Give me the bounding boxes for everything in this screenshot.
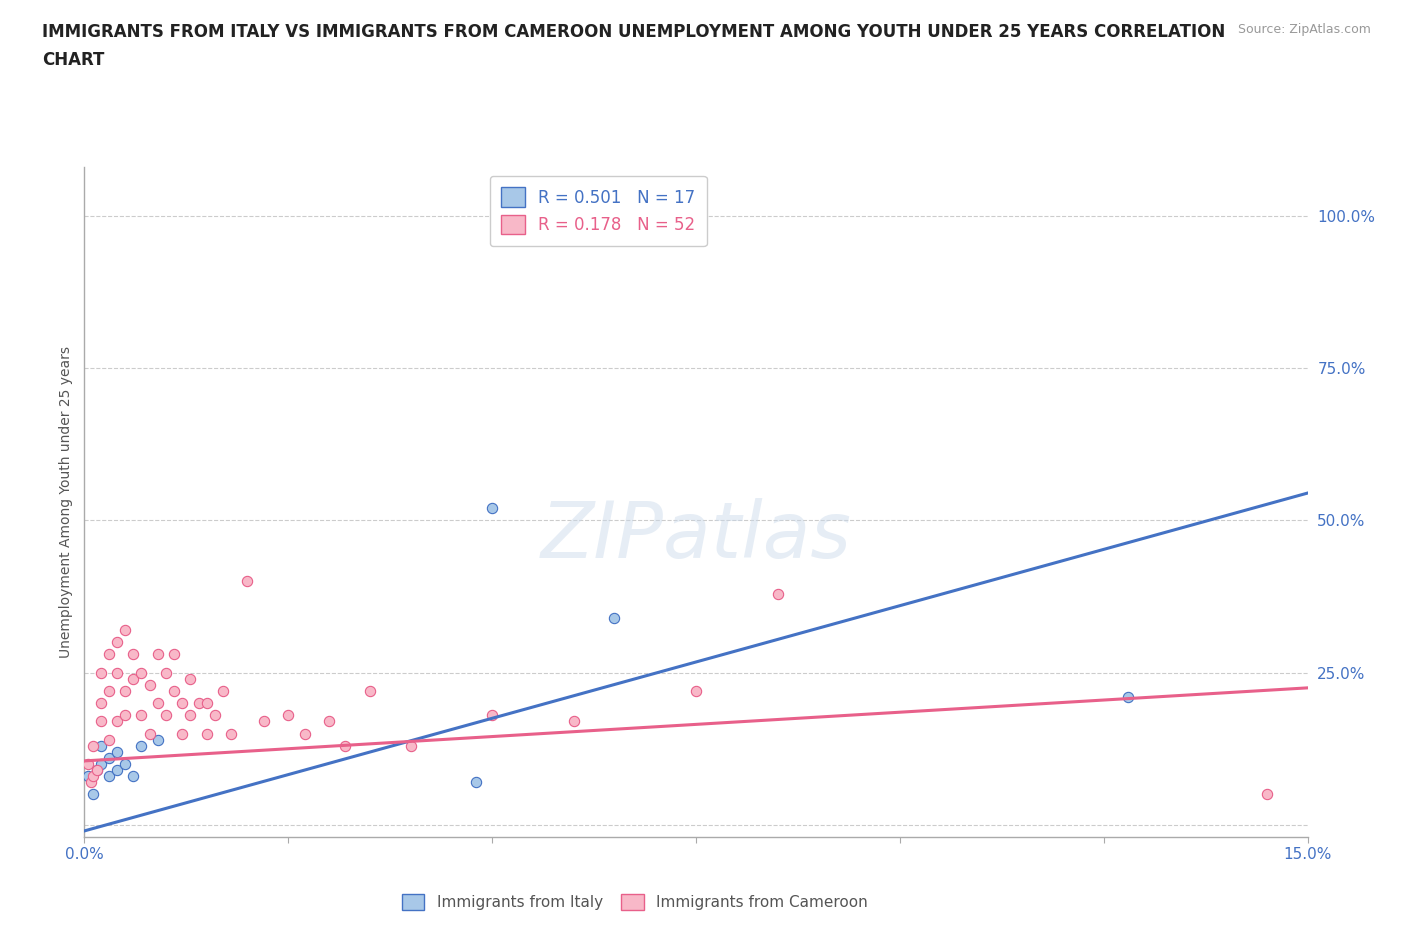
Point bbox=[766, 586, 789, 601]
Point bbox=[122, 671, 145, 686]
Point bbox=[77, 756, 100, 771]
Point bbox=[131, 708, 153, 723]
Point bbox=[131, 738, 153, 753]
Point bbox=[97, 732, 120, 747]
Point bbox=[195, 696, 218, 711]
Point bbox=[163, 684, 186, 698]
Point bbox=[179, 708, 201, 723]
Point bbox=[155, 665, 177, 680]
Point bbox=[195, 726, 218, 741]
Point bbox=[97, 769, 120, 784]
Point bbox=[77, 769, 100, 784]
Point bbox=[138, 677, 160, 692]
Text: IMMIGRANTS FROM ITALY VS IMMIGRANTS FROM CAMEROON UNEMPLOYMENT AMONG YOUTH UNDER: IMMIGRANTS FROM ITALY VS IMMIGRANTS FROM… bbox=[42, 23, 1226, 41]
Text: CHART: CHART bbox=[42, 51, 104, 69]
Point bbox=[146, 696, 169, 711]
Point bbox=[464, 775, 486, 790]
Point bbox=[212, 684, 235, 698]
Point bbox=[172, 726, 194, 741]
Point bbox=[97, 647, 120, 662]
Point bbox=[86, 763, 108, 777]
Point bbox=[277, 708, 299, 723]
Point bbox=[80, 775, 103, 790]
Point bbox=[481, 708, 503, 723]
Point bbox=[90, 738, 112, 753]
Point bbox=[131, 665, 153, 680]
Point bbox=[204, 708, 226, 723]
Point bbox=[179, 671, 201, 686]
Point bbox=[219, 726, 242, 741]
Point bbox=[82, 787, 104, 802]
Point bbox=[138, 726, 160, 741]
Y-axis label: Unemployment Among Youth under 25 years: Unemployment Among Youth under 25 years bbox=[59, 346, 73, 658]
Point bbox=[146, 647, 169, 662]
Legend: Immigrants from Italy, Immigrants from Cameroon: Immigrants from Italy, Immigrants from C… bbox=[395, 887, 875, 916]
Point bbox=[97, 751, 120, 765]
Text: Source: ZipAtlas.com: Source: ZipAtlas.com bbox=[1237, 23, 1371, 36]
Point bbox=[155, 708, 177, 723]
Point bbox=[97, 684, 120, 698]
Point bbox=[122, 769, 145, 784]
Point bbox=[603, 610, 626, 625]
Point bbox=[105, 763, 128, 777]
Point bbox=[86, 763, 108, 777]
Point bbox=[90, 696, 112, 711]
Point bbox=[114, 684, 136, 698]
Point bbox=[236, 574, 259, 589]
Point bbox=[82, 738, 104, 753]
Point bbox=[294, 726, 316, 741]
Point bbox=[163, 647, 186, 662]
Point bbox=[172, 696, 194, 711]
Point bbox=[562, 714, 585, 729]
Point bbox=[122, 647, 145, 662]
Point bbox=[114, 756, 136, 771]
Point bbox=[359, 684, 381, 698]
Point bbox=[1116, 689, 1139, 704]
Point bbox=[146, 732, 169, 747]
Point bbox=[187, 696, 209, 711]
Text: ZIPatlas: ZIPatlas bbox=[540, 498, 852, 574]
Point bbox=[685, 684, 707, 698]
Point bbox=[318, 714, 340, 729]
Point bbox=[114, 708, 136, 723]
Point bbox=[82, 769, 104, 784]
Point bbox=[253, 714, 276, 729]
Point bbox=[105, 665, 128, 680]
Point bbox=[105, 744, 128, 759]
Point bbox=[1256, 787, 1278, 802]
Point bbox=[90, 714, 112, 729]
Point bbox=[90, 665, 112, 680]
Point bbox=[399, 738, 422, 753]
Point bbox=[105, 635, 128, 650]
Point bbox=[105, 714, 128, 729]
Point bbox=[114, 622, 136, 637]
Point bbox=[668, 208, 690, 223]
Point bbox=[481, 501, 503, 516]
Point bbox=[335, 738, 357, 753]
Point bbox=[90, 756, 112, 771]
